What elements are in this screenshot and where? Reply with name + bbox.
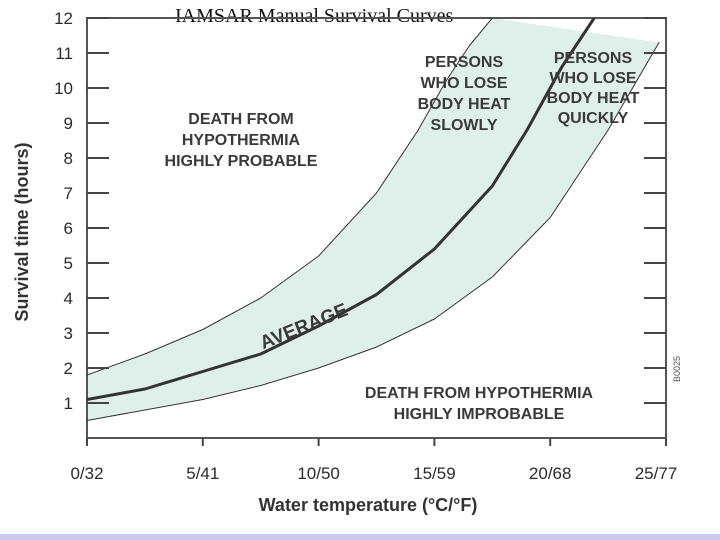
annotation-death-probable: DEATH FROM HYPOTHERMIA HIGHLY PROBABLE [165, 111, 318, 170]
y-tick-label: 8 [64, 149, 73, 168]
x-tick-labels: 0/32 5/41 10/50 15/59 20/68 25/77 [70, 464, 677, 483]
x-axis-title: Water temperature (°C/°F) [259, 495, 478, 515]
series-line-slowly [87, 18, 493, 376]
figure-code: B0025 [672, 356, 682, 382]
survival-band-layer [87, 18, 660, 421]
annotation-lose-heat-quickly: PERSONS WHO LOSE BODY HEAT QUICKLY [547, 50, 640, 127]
axis-ticks [86, 17, 667, 446]
series-line-quickly [87, 42, 660, 421]
y-tick-label: 9 [64, 114, 73, 133]
x-tick-label: 0/32 [70, 464, 103, 483]
y-tick-label: 6 [64, 219, 73, 238]
series-lines [87, 18, 660, 421]
annotation-lose-heat-slowly: PERSONS WHO LOSE BODY HEAT SLOWLY [418, 54, 511, 134]
x-tick-label: 15/59 [413, 464, 456, 483]
annotation-death-improbable: DEATH FROM HYPOTHERMIA HIGHLY IMPROBABLE [365, 385, 594, 423]
y-tick-label: 10 [54, 79, 73, 98]
x-tick-label: 20/68 [529, 464, 572, 483]
y-tick-label: 1 [64, 394, 73, 413]
y-tick-label: 11 [55, 44, 73, 63]
y-tick-label: 5 [64, 254, 73, 273]
y-tick-label: 12 [54, 9, 73, 28]
series-line-average [87, 18, 596, 401]
survival-band [87, 18, 660, 421]
page-title: IAMSAR Manual Survival Curves [175, 5, 454, 27]
bottom-strip [0, 534, 720, 540]
x-tick-label: 25/77 [635, 464, 678, 483]
x-tick-label: 10/50 [297, 464, 340, 483]
x-tick-label: 5/41 [186, 464, 219, 483]
y-tick-label: 4 [64, 289, 73, 308]
y-tick-label: 7 [64, 184, 73, 203]
y-axis-title: Survival time (hours) [12, 142, 32, 321]
y-tick-label: 2 [64, 359, 73, 378]
y-tick-label: 3 [64, 324, 73, 343]
